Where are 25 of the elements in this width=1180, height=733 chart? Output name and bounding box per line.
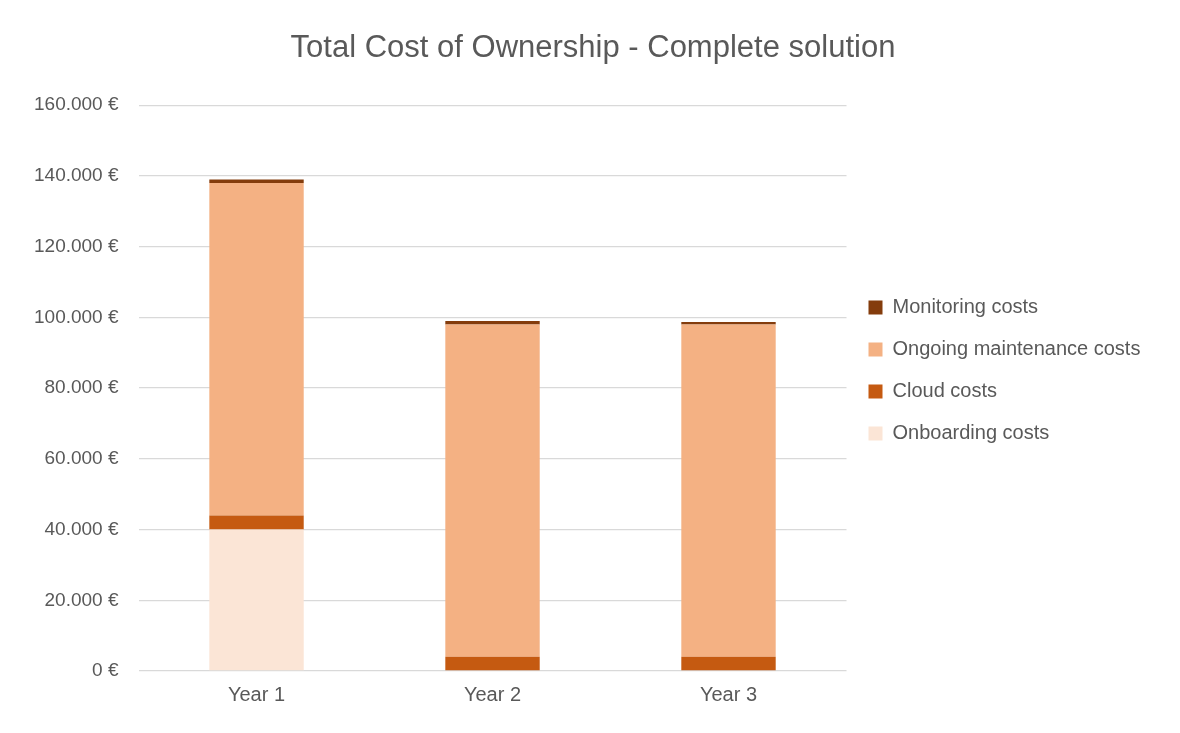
bar [209, 529, 304, 671]
bar [445, 324, 540, 657]
bar [209, 183, 304, 516]
bar [445, 656, 540, 671]
chart-title: Total Cost of Ownership - Complete solution [290, 29, 896, 65]
bar [209, 515, 304, 530]
y-tick-label: 140.000 € [33, 164, 119, 186]
bar [209, 179, 304, 183]
y-tick-label: 60.000 € [44, 447, 119, 469]
x-tick-label: Year 2 [463, 682, 522, 705]
bar [681, 324, 776, 657]
y-tick-label: 20.000 € [44, 588, 119, 610]
y-tick-label: 160.000 € [33, 93, 119, 115]
y-tick-label: 100.000 € [33, 305, 119, 327]
x-tick-label: Year 3 [699, 682, 758, 705]
legend-label: Monitoring costs [892, 295, 1039, 318]
legend-label: Cloud costs [892, 379, 997, 402]
y-tick-label: 80.000 € [44, 376, 119, 398]
legend-label: Onboarding costs [892, 421, 1050, 444]
bar [681, 656, 776, 671]
y-tick-label: 40.000 € [44, 517, 119, 539]
x-tick-label: Year 1 [227, 682, 286, 705]
y-tick-label: 120.000 € [33, 234, 119, 256]
legend-label: Ongoing maintenance costs [892, 337, 1141, 360]
y-tick-label: 0 € [92, 659, 119, 681]
